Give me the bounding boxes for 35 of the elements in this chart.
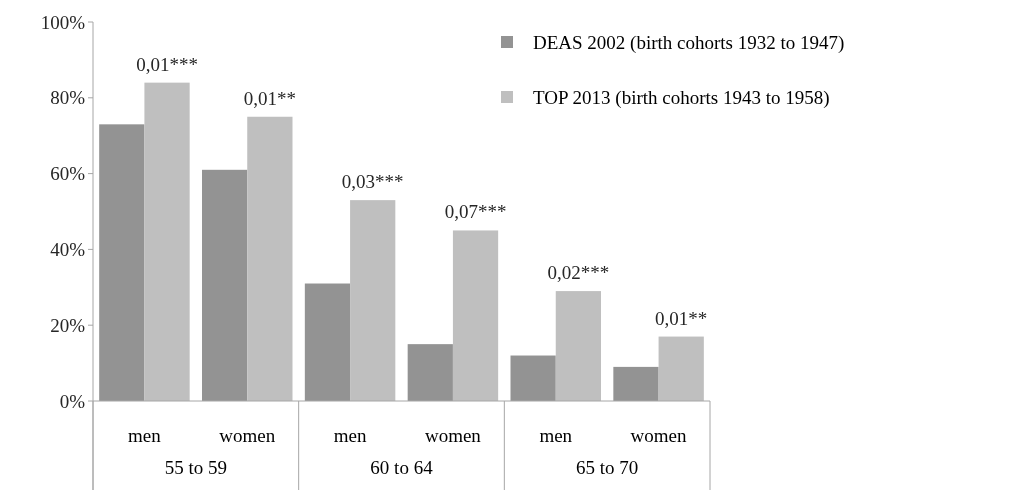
bar	[452, 230, 499, 401]
legend-label: DEAS 2002 (birth cohorts 1932 to 1947)	[533, 31, 845, 54]
x-tick-label: men	[539, 424, 573, 446]
bar	[202, 169, 248, 401]
x-tick-label: women	[424, 424, 482, 446]
bar	[613, 366, 659, 401]
y-tick-label: 20%	[50, 314, 86, 336]
y-tick-label: 80%	[50, 87, 86, 109]
annotation: 0,03***	[341, 171, 404, 193]
x-tick-label: women	[219, 424, 276, 446]
bar	[144, 82, 190, 401]
y-tick-label: 40%	[50, 239, 86, 261]
annotation: 0,01**	[243, 87, 296, 109]
annotation: 0,01**	[655, 307, 708, 329]
bar	[304, 283, 351, 401]
x-tick-label: men	[333, 424, 367, 446]
x-tick-label: women	[630, 424, 688, 446]
bar	[350, 200, 396, 401]
annotation: 0,01***	[136, 53, 198, 75]
bar	[407, 344, 453, 401]
bar	[99, 124, 145, 401]
bar	[658, 336, 704, 401]
bar	[510, 355, 556, 401]
bar	[247, 116, 293, 401]
y-tick-label: 0%	[59, 390, 86, 412]
text: 55 to 59	[164, 456, 227, 478]
annotation: 0,02***	[547, 262, 610, 284]
y-tick-label: 100%	[40, 11, 86, 33]
text: 65 to 70	[576, 456, 639, 478]
annotation: 0,07***	[444, 201, 507, 223]
bar	[555, 291, 601, 401]
y-tick-label: 60%	[50, 163, 86, 185]
x-tick-label: men	[128, 424, 162, 446]
legend-label: TOP 2013 (birth cohorts 1943 to 1958)	[533, 86, 830, 109]
text: 60 to 64	[370, 456, 434, 478]
